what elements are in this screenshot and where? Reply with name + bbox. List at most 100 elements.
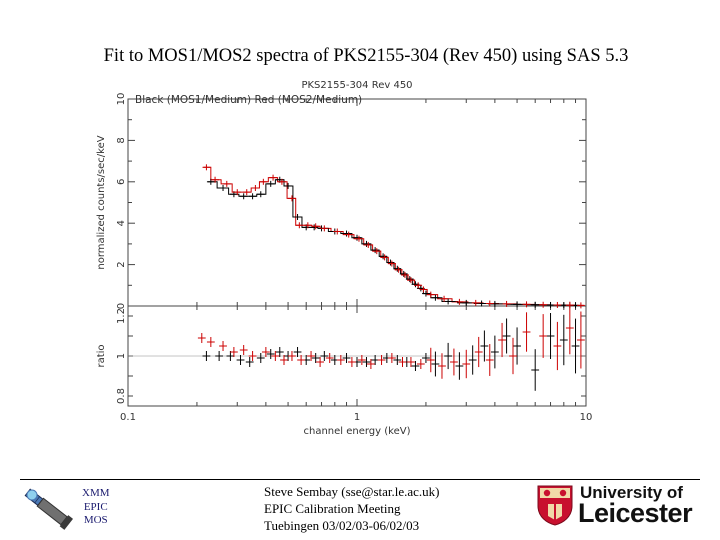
ratio-point-mos1: [513, 327, 521, 364]
chart-title: PKS2155-304 Rev 450: [301, 80, 412, 91]
ratio-point-mos1: [203, 351, 211, 361]
y-tick-label: 1: [116, 353, 127, 359]
ratio-point-mos2: [523, 312, 531, 351]
spectrum-point-mos1: [219, 185, 227, 191]
ratio-point-mos2: [219, 341, 227, 351]
spectrum-panel-frame: [128, 99, 586, 306]
spectrum-point-mos2: [251, 185, 259, 191]
ratio-point-mos1: [422, 353, 430, 363]
y-tick-label: 4: [116, 220, 127, 226]
ratio-point-mos2: [240, 345, 248, 355]
spectrum-point-mos2: [440, 296, 448, 302]
ratio-point-mos2: [509, 338, 517, 374]
spectrum-point-mos2: [427, 292, 435, 298]
ratio-point-mos2: [498, 323, 506, 357]
y-axis-label: normalized counts/sec/keV: [96, 135, 107, 269]
ratio-point-mos2: [539, 314, 547, 358]
ratio-point-mos2: [486, 344, 494, 376]
spectrum-point-mos2: [388, 261, 396, 267]
ratio-point-mos1: [267, 349, 275, 359]
spectrum-point-mos1: [393, 266, 401, 272]
spectrum-point-mos1: [284, 183, 292, 189]
ratio-point-mos2: [388, 353, 396, 363]
spectrum-point-mos2: [539, 302, 547, 308]
ratio-point-mos1: [572, 319, 580, 374]
spectrum-point-mos1: [387, 260, 395, 266]
spectrum-point-mos2: [577, 302, 585, 308]
ratio-point-mos1: [432, 352, 440, 377]
author-block: Steve Sembay (sse@star.le.ac.uk) EPIC Ca…: [264, 483, 440, 534]
ratio-point-mos2: [462, 350, 470, 378]
xmm-epic-mos-label: XMM EPIC MOS: [82, 487, 110, 528]
ratio-point-mos1: [547, 313, 555, 359]
spectrum-point-mos2: [472, 300, 480, 306]
ratio-point-mos1: [503, 319, 511, 354]
ratio-point-mos2: [337, 355, 345, 365]
ratio-point-mos1: [215, 351, 223, 361]
spectrum-point-mos1: [531, 302, 539, 308]
spectrum-point-mos2: [223, 181, 231, 187]
ratio-point-mos1: [469, 345, 477, 374]
y-tick-label: 8: [116, 137, 127, 143]
ratio-point-mos2: [326, 353, 334, 363]
satellite-icon: [18, 485, 80, 533]
ratio-point-mos2: [475, 337, 483, 367]
spectrum-point-mos1: [249, 193, 257, 199]
y-tick-label: 0.8: [116, 388, 127, 404]
ratio-point-mos1: [444, 343, 452, 369]
ratio-point-mos2: [427, 348, 435, 372]
ratio-point-mos2: [262, 347, 270, 357]
university-name-line2: Leicester: [578, 498, 692, 529]
legend-text: Black (MOS1/Medium) Red (MOS2/Medium): [135, 94, 362, 106]
ratio-point-mos2: [577, 312, 585, 369]
y-tick-label: 1.2: [116, 308, 127, 324]
spectrum-point-mos2: [288, 195, 296, 201]
ratio-point-mos2: [198, 333, 206, 343]
ratio-point-mos2: [438, 353, 446, 379]
spectrum-point-mos1: [343, 231, 351, 237]
xmm-line: XMM: [82, 487, 110, 501]
mos-line: MOS: [82, 514, 110, 528]
ratio-point-mos1: [393, 355, 401, 365]
ratio-point-mos1: [363, 357, 371, 367]
model-line-mos2: [203, 167, 583, 305]
author-email-line: Steve Sembay (sse@star.le.ac.uk): [264, 483, 440, 500]
spectral-fit-chart: 0.1 1 1002468100.811.2channel energy (keV)…: [0, 0, 720, 470]
spectrum-point-mos1: [257, 191, 265, 197]
model-line-mos1: [208, 180, 579, 306]
meeting-line: EPIC Calibration Meeting: [264, 500, 440, 517]
ratio-point-mos2: [450, 349, 458, 376]
ratio-point-mos2: [399, 357, 407, 367]
ratio-point-mos1: [455, 352, 463, 380]
ratio-point-mos1: [491, 336, 499, 369]
ratio-point-mos2: [207, 337, 215, 347]
ratio-point-mos1: [560, 315, 568, 365]
spectrum-point-mos1: [294, 214, 302, 220]
ratio-point-mos1: [237, 355, 245, 365]
ratio-axis-label: ratio: [96, 344, 107, 367]
ratio-point-mos2: [378, 355, 386, 365]
epic-line: EPIC: [82, 501, 110, 515]
footer-divider: [20, 479, 700, 480]
x-tick-label: 0.1: [120, 412, 136, 423]
spectrum-point-mos1: [547, 302, 555, 308]
ratio-point-mos2: [553, 322, 561, 370]
spectrum-point-mos1: [462, 300, 470, 306]
ratio-point-mos2: [417, 359, 425, 369]
spectrum-point-mos1: [444, 298, 452, 304]
location-date-line: Tuebingen 03/02/03-06/02/03: [264, 517, 440, 534]
y-tick-label: 6: [116, 179, 127, 185]
spectrum-point-mos2: [455, 299, 463, 305]
spectrum-point-mos2: [203, 164, 211, 170]
ratio-point-mos1: [257, 353, 265, 363]
ratio-point-mos2: [297, 355, 305, 365]
y-tick-label: 10: [116, 93, 127, 106]
spectrum-point-mos2: [553, 302, 561, 308]
y-tick-label: 2: [116, 261, 127, 267]
ratio-point-mos1: [480, 330, 488, 361]
ratio-point-mos1: [531, 349, 539, 391]
ratio-point-mos2: [358, 355, 366, 365]
x-tick-label: 1: [354, 412, 360, 423]
university-shield-icon: [536, 484, 574, 526]
ratio-point-mos1: [320, 351, 328, 361]
